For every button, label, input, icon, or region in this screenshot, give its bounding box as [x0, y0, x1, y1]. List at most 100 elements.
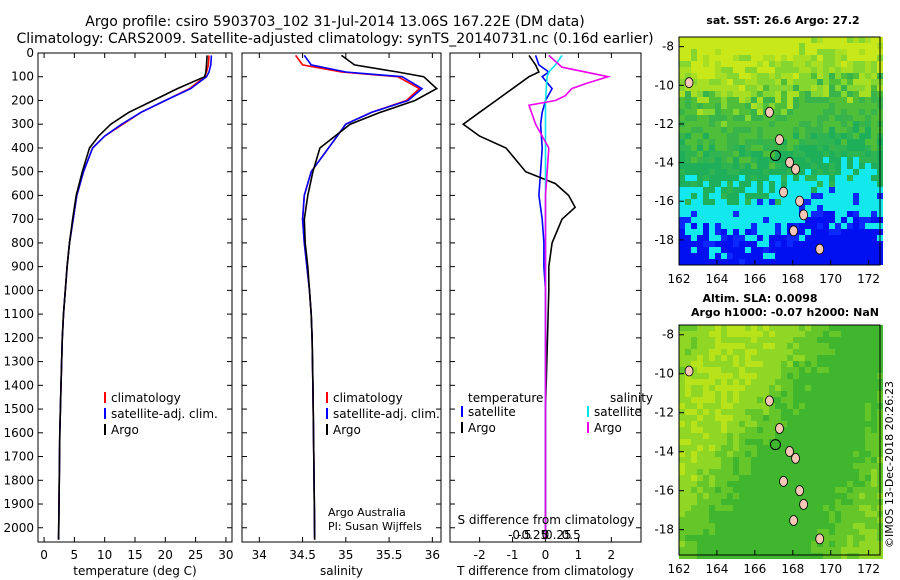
- map-cell: [721, 475, 727, 481]
- map-cell: [769, 541, 775, 547]
- map-cell: [745, 547, 751, 553]
- map-cell: [709, 535, 715, 541]
- map-cell: [739, 127, 745, 133]
- map-cell: [727, 253, 733, 259]
- map-cell: [685, 67, 691, 73]
- map-cell: [865, 175, 871, 181]
- map-cell: [811, 553, 817, 559]
- map-cell: [757, 403, 763, 409]
- map-cell: [691, 157, 697, 163]
- map-cell: [781, 451, 787, 457]
- map-cell: [799, 523, 805, 529]
- map-cell: [805, 49, 811, 55]
- map-cell: [721, 49, 727, 55]
- map-cell: [727, 409, 733, 415]
- map-cell: [841, 529, 847, 535]
- map-x-tick-label: 162: [668, 562, 691, 576]
- map-cell: [823, 343, 829, 349]
- map-cell: [787, 199, 793, 205]
- map-cell: [823, 481, 829, 487]
- map-cell: [871, 211, 877, 217]
- map-cell: [763, 439, 769, 445]
- map-cell: [829, 115, 835, 121]
- map-cell: [817, 403, 823, 409]
- map-cell: [715, 193, 721, 199]
- map-cell: [697, 391, 703, 397]
- map-cell: [787, 259, 793, 265]
- map-cell: [817, 433, 823, 439]
- map-cell: [721, 85, 727, 91]
- map-cell: [787, 181, 793, 187]
- map-cell: [769, 349, 775, 355]
- map-cell: [811, 505, 817, 511]
- map-cell: [871, 67, 877, 73]
- map-cell: [727, 391, 733, 397]
- map-cell: [733, 511, 739, 517]
- map-cell: [805, 355, 811, 361]
- map-cell: [835, 241, 841, 247]
- map-cell: [781, 355, 787, 361]
- map-cell: [823, 79, 829, 85]
- map-cell: [691, 421, 697, 427]
- map-cell: [727, 397, 733, 403]
- map-cell: [745, 541, 751, 547]
- map-cell: [817, 499, 823, 505]
- map-cell: [739, 163, 745, 169]
- map-cell: [757, 127, 763, 133]
- map-cell: [715, 85, 721, 91]
- map-cell: [769, 391, 775, 397]
- map-cell: [703, 409, 709, 415]
- map-cell: [769, 229, 775, 235]
- map-cell: [853, 439, 859, 445]
- map-cell: [811, 55, 817, 61]
- map-cell: [781, 445, 787, 451]
- map-cell: [703, 145, 709, 151]
- map-cell: [733, 79, 739, 85]
- map-cell: [685, 529, 691, 535]
- map-cell: [781, 421, 787, 427]
- map-cell: [727, 523, 733, 529]
- x-tick-label: 1: [575, 548, 583, 562]
- map-cell: [823, 85, 829, 91]
- map-cell: [835, 373, 841, 379]
- map-cell: [757, 445, 763, 451]
- map-cell: [757, 469, 763, 475]
- map-cell: [829, 445, 835, 451]
- map-cell: [817, 457, 823, 463]
- map-cell: [769, 373, 775, 379]
- map-cell: [823, 433, 829, 439]
- map-cell: [781, 157, 787, 163]
- map-cell: [853, 91, 859, 97]
- map-cell: [697, 373, 703, 379]
- map-cell: [865, 49, 871, 55]
- map-cell: [871, 535, 877, 541]
- map-cell: [679, 511, 685, 517]
- map-cell: [865, 85, 871, 91]
- map-cell: [679, 541, 685, 547]
- map-cell: [769, 337, 775, 343]
- map-cell: [781, 181, 787, 187]
- map-cell: [691, 373, 697, 379]
- map-cell: [685, 151, 691, 157]
- map-cell: [745, 367, 751, 373]
- map-cell: [697, 367, 703, 373]
- map-cell: [739, 121, 745, 127]
- map-cell: [739, 439, 745, 445]
- map-cell: [745, 151, 751, 157]
- map-cell: [817, 115, 823, 121]
- map-cell: [835, 529, 841, 535]
- map-cell: [871, 397, 877, 403]
- map-cell: [721, 157, 727, 163]
- map-cell: [799, 553, 805, 559]
- map-cell: [763, 115, 769, 121]
- map-cell: [823, 235, 829, 241]
- map-cell: [691, 121, 697, 127]
- map-cell: [709, 331, 715, 337]
- map-cell: [709, 445, 715, 451]
- map-cell: [775, 457, 781, 463]
- map-cell: [685, 85, 691, 91]
- map-cell: [823, 97, 829, 103]
- map-cell: [703, 373, 709, 379]
- sla-map-title-1: Altim. SLA: 0.0098: [702, 292, 817, 305]
- map-cell: [739, 529, 745, 535]
